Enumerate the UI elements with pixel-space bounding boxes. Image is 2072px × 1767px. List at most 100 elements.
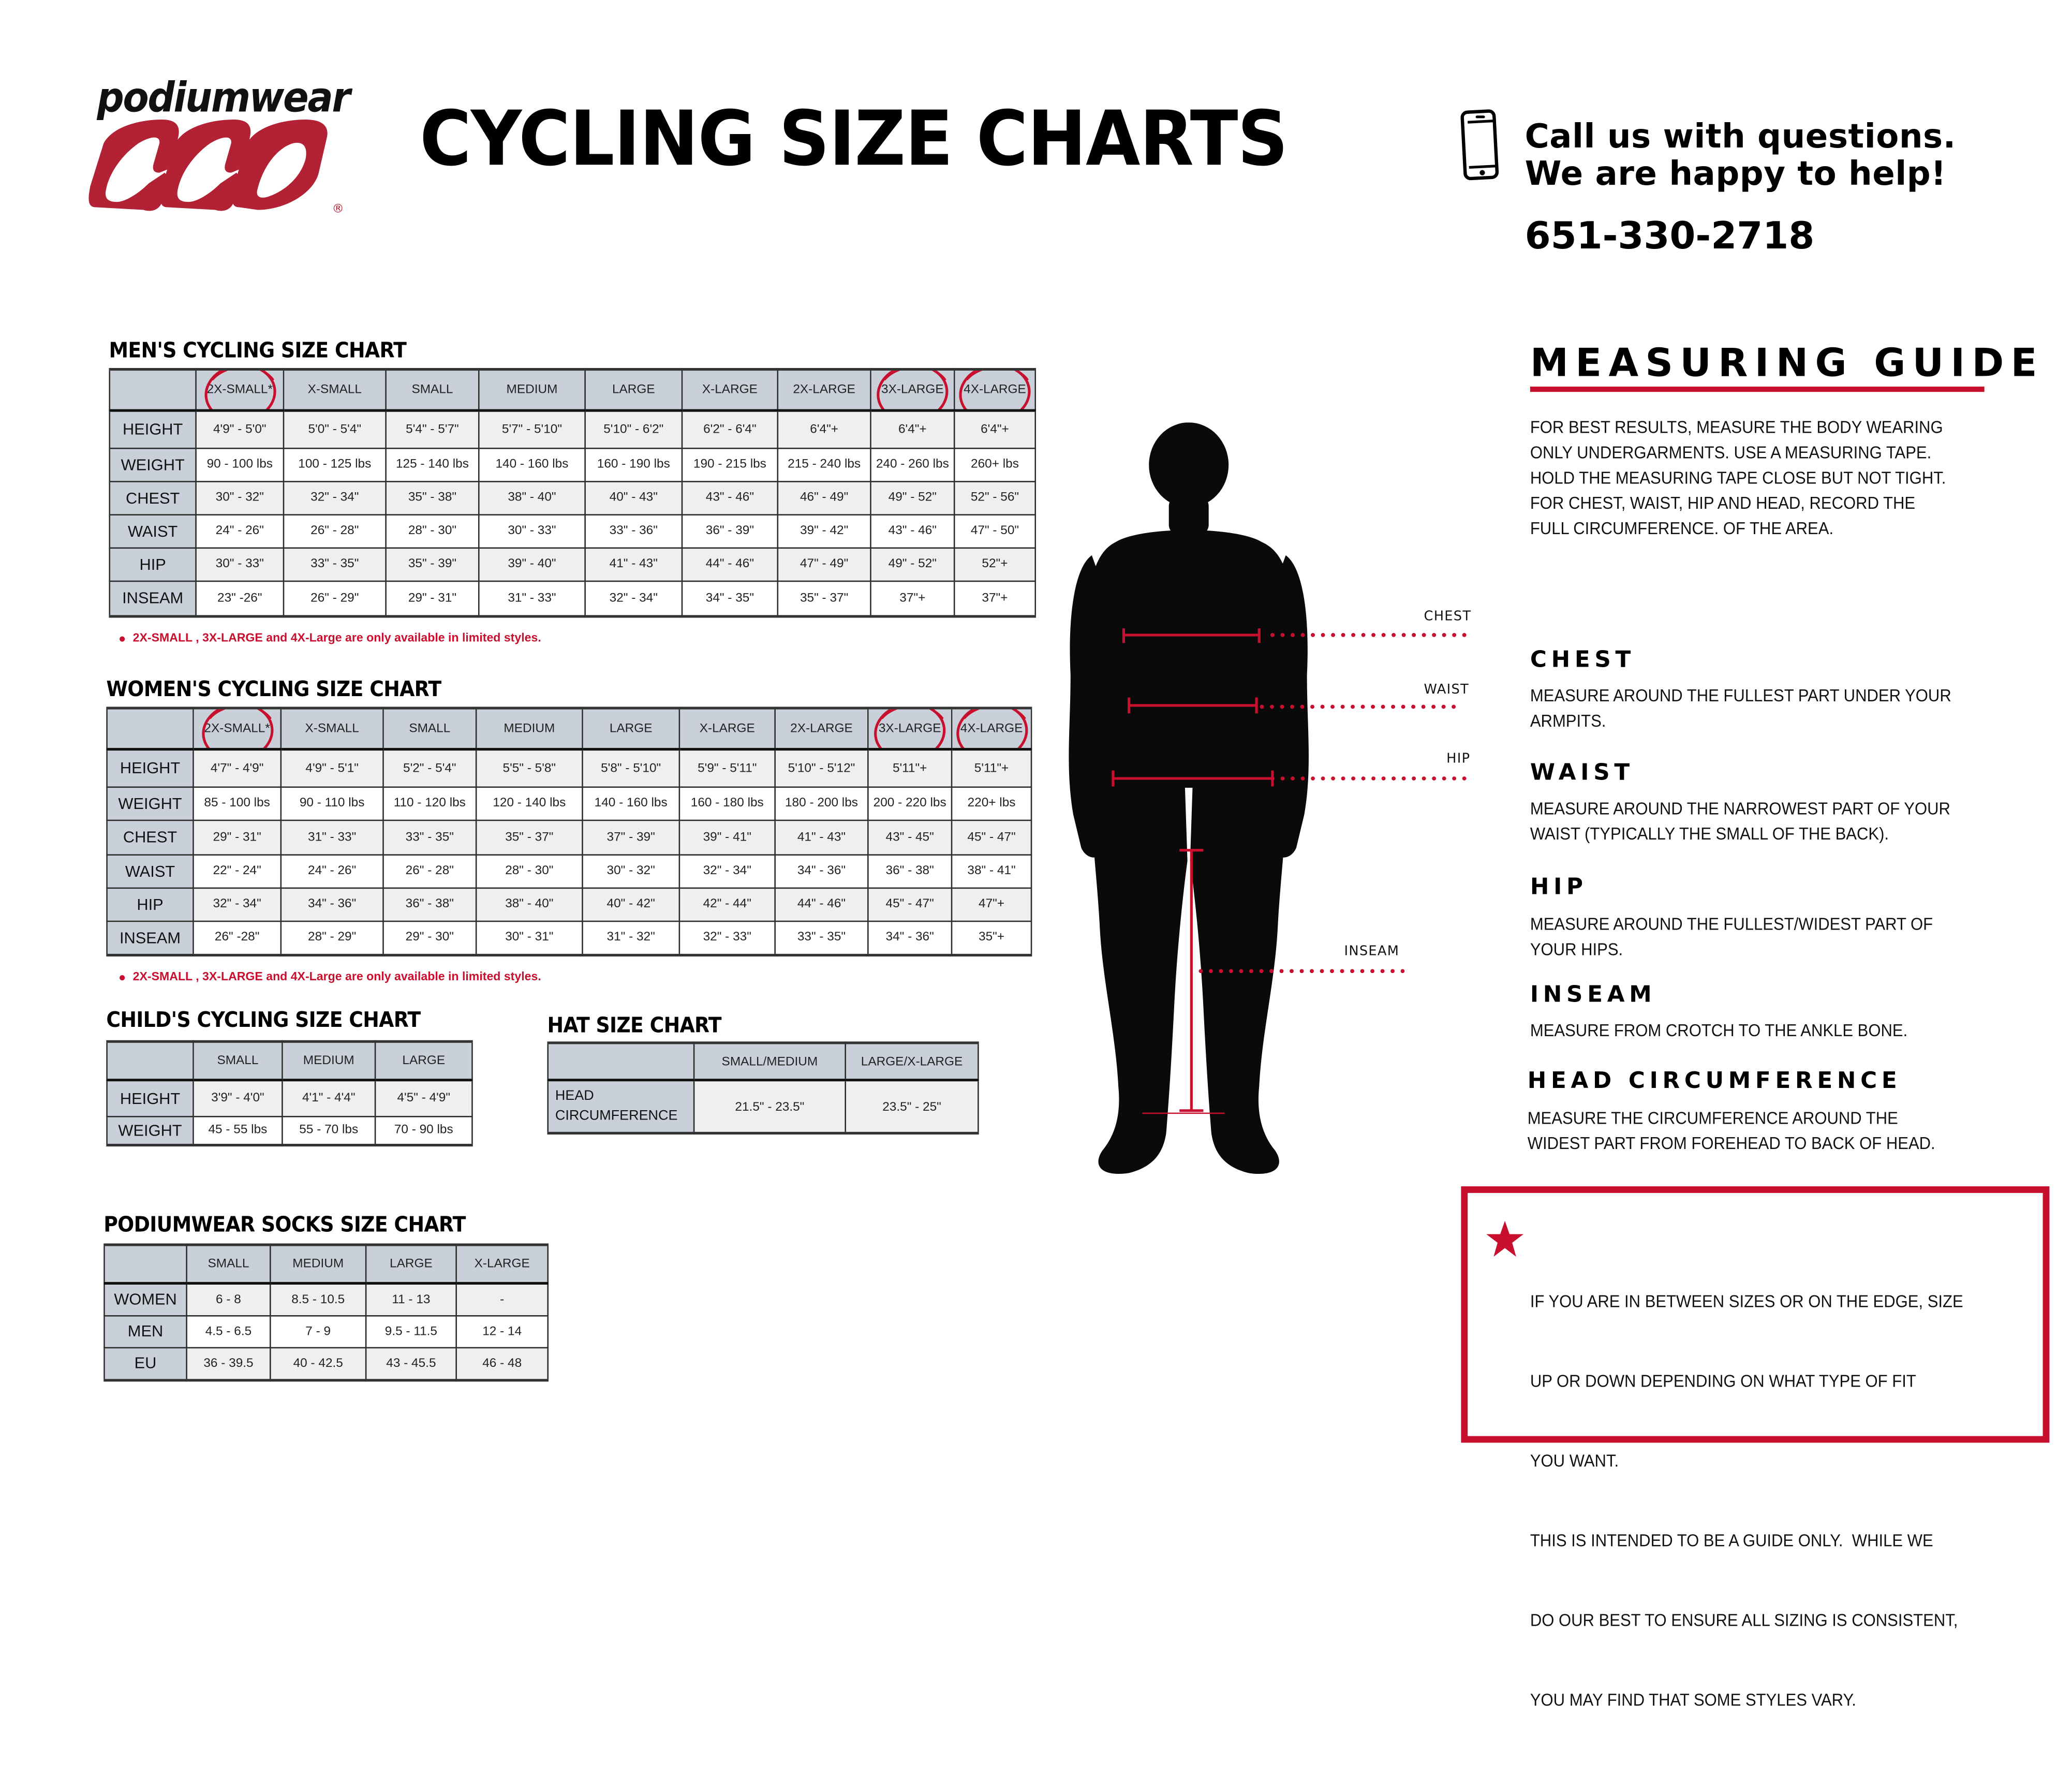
cell: 32" - 34" — [283, 480, 387, 515]
cell: 26" - 29" — [283, 580, 387, 617]
col-medium: MEDIUM — [282, 1041, 376, 1082]
row-label: INSEAM — [109, 580, 197, 617]
col-small-medium: SMALL/MEDIUM — [693, 1042, 846, 1082]
figure-label-waist: WAIST — [1424, 683, 1470, 698]
brand-wordmark: podiumwear — [97, 74, 350, 123]
cell: 37" - 39" — [582, 819, 680, 855]
cell: 4'5" - 4'9" — [374, 1079, 473, 1117]
cell: 4'1" - 4'4" — [282, 1079, 376, 1117]
podiumwear-logo-icon: ® — [88, 120, 344, 215]
cell: 5'9" - 5'11" — [678, 748, 776, 787]
cell: 5'0" - 5'4" — [283, 409, 387, 449]
cell: 7 - 9 — [270, 1314, 367, 1348]
cell: 36" - 39" — [681, 513, 779, 548]
table-row-inseam: INSEAM 26" -28" 28" - 29" 29" - 30" 30" - 3… — [106, 920, 1032, 956]
cell: 35" - 39" — [385, 547, 480, 581]
cell: 38" - 40" — [475, 887, 583, 922]
cell: 4'9" - 5'1" — [280, 748, 384, 787]
cell: 32" - 34" — [193, 887, 282, 922]
cell: 90 - 110 lbs — [280, 786, 384, 820]
cell: 31" - 33" — [478, 580, 586, 617]
col-large: LARGE — [374, 1041, 473, 1082]
table-row-hip: HIP 30" - 33" 33" - 35" 35" - 39" 39" - 40"… — [109, 547, 1037, 581]
cell: 37"+ — [953, 580, 1037, 617]
guide-intro: FOR BEST RESULTS, MEASURE THE BODY WEARI… — [1530, 417, 1946, 538]
cell: - — [455, 1283, 549, 1316]
guide-text-inseam: MEASURE FROM CROTCH TO THE ANKLE BONE. — [1530, 1020, 1908, 1040]
table-row-height: HEIGHT 4'9" - 5'0" 5'0" - 5'4" 5'4" - 5'7"… — [109, 409, 1037, 449]
col-medium: MEDIUM — [270, 1244, 367, 1285]
corner-cell — [106, 707, 194, 751]
cell: 215 - 240 lbs — [777, 447, 871, 482]
row-label: HIP — [109, 547, 197, 581]
cell: 140 - 160 lbs — [582, 786, 680, 820]
cell: 43" - 46" — [870, 513, 955, 548]
figure-label-chest: CHEST — [1424, 610, 1472, 625]
cell: 260+ lbs — [953, 447, 1037, 482]
cell: 44" - 46" — [681, 547, 779, 581]
row-label: HEAD CIRCUMFERENCE — [547, 1079, 695, 1134]
cell: 5'2" - 5'4" — [382, 748, 477, 787]
col-small: SMALL — [186, 1244, 271, 1285]
row-label: HEIGHT — [106, 748, 194, 787]
col-2x-large: 2X-LARGE — [777, 369, 871, 412]
cell: 46 - 48 — [455, 1346, 549, 1381]
row-label: MEN — [103, 1314, 187, 1348]
cell: 30" - 32" — [195, 480, 285, 515]
cell: 6'2" - 6'4" — [681, 409, 779, 449]
table-row-hip: HIP 32" - 34" 34" - 36" 36" - 38" 38" - 40"… — [106, 887, 1032, 922]
registered-mark: ® — [332, 202, 344, 215]
cell: 5'5" - 5'8" — [475, 748, 583, 787]
corner-cell — [109, 369, 197, 412]
col-large: LARGE — [365, 1244, 457, 1285]
socks-size-table: SMALL MEDIUM LARGE X-LARGE WOMEN 6 - 8 8.… — [103, 1243, 549, 1382]
cell: 6'4"+ — [777, 409, 871, 449]
corner-cell — [103, 1244, 187, 1285]
cell: 52"+ — [953, 547, 1037, 581]
cell: 45 - 55 lbs — [193, 1115, 283, 1146]
cell: 30" - 31" — [475, 920, 583, 956]
col-3x-large: 3X-LARGE — [867, 707, 953, 751]
cell: 47" - 49" — [777, 547, 871, 581]
guide-title-underline — [1530, 386, 1985, 392]
cell: 4.5 - 6.5 — [186, 1314, 271, 1348]
contact-phone-number[interactable]: 651-330-2718 — [1525, 214, 1815, 258]
cell: 31" - 33" — [280, 819, 384, 855]
col-4x-large: 4X-LARGE — [951, 707, 1032, 751]
cell: 30" - 33" — [195, 547, 285, 581]
womens-availability-note: 2X-SMALL , 3X-LARGE and 4X-Large are onl… — [120, 970, 541, 983]
cell: 33" - 36" — [584, 513, 683, 548]
guide-text-hip: MEASURE AROUND THE FULLEST/WIDEST PART O… — [1530, 914, 1933, 960]
cell: 8.5 - 10.5 — [270, 1283, 367, 1316]
row-label: INSEAM — [106, 920, 194, 956]
row-label: WAIST — [106, 853, 194, 888]
cell: 37"+ — [870, 580, 955, 617]
cell: 33" - 35" — [774, 920, 869, 956]
cell: 40" - 43" — [584, 480, 683, 515]
womens-size-table: 2X-SMALL* X-SMALL SMALL MEDIUM LARGE X-L… — [106, 706, 1032, 957]
cell: 110 - 120 lbs — [382, 786, 477, 820]
col-small: SMALL — [382, 707, 477, 751]
table-row-eu: EU 36 - 39.5 40 - 42.5 43 - 45.5 46 - 48 — [103, 1346, 549, 1381]
cell: 38" - 41" — [951, 853, 1032, 888]
row-label: HEIGHT — [109, 409, 197, 449]
cell: 160 - 190 lbs — [584, 447, 683, 482]
cell: 6'4"+ — [870, 409, 955, 449]
cell: 41" - 43" — [584, 547, 683, 581]
womens-chart-title: WOMEN'S CYCLING SIZE CHART — [106, 676, 441, 702]
cell: 4'9" - 5'0" — [195, 409, 285, 449]
cell: 125 - 140 lbs — [385, 447, 480, 482]
cell: 35" - 38" — [385, 480, 480, 515]
guide-text-chest: MEASURE AROUND THE FULLEST PART UNDER YO… — [1530, 685, 1951, 731]
table-row-height: HEIGHT 3'9" - 4'0" 4'1" - 4'4" 4'5" - 4'9" — [106, 1079, 473, 1117]
col-3x-large: 3X-LARGE — [870, 369, 955, 412]
cell: 70 - 90 lbs — [374, 1115, 473, 1146]
cell: 35" - 37" — [475, 819, 583, 855]
cell: 34" - 36" — [774, 853, 869, 888]
cell: 43 - 45.5 — [365, 1346, 457, 1381]
col-2x-small: 2X-SMALL* — [195, 369, 285, 412]
row-label: WEIGHT — [109, 447, 197, 482]
measuring-guide-title: MEASURING GUIDE — [1530, 340, 2044, 386]
cell: 11 - 13 — [365, 1283, 457, 1316]
cell: 43" - 46" — [681, 480, 779, 515]
